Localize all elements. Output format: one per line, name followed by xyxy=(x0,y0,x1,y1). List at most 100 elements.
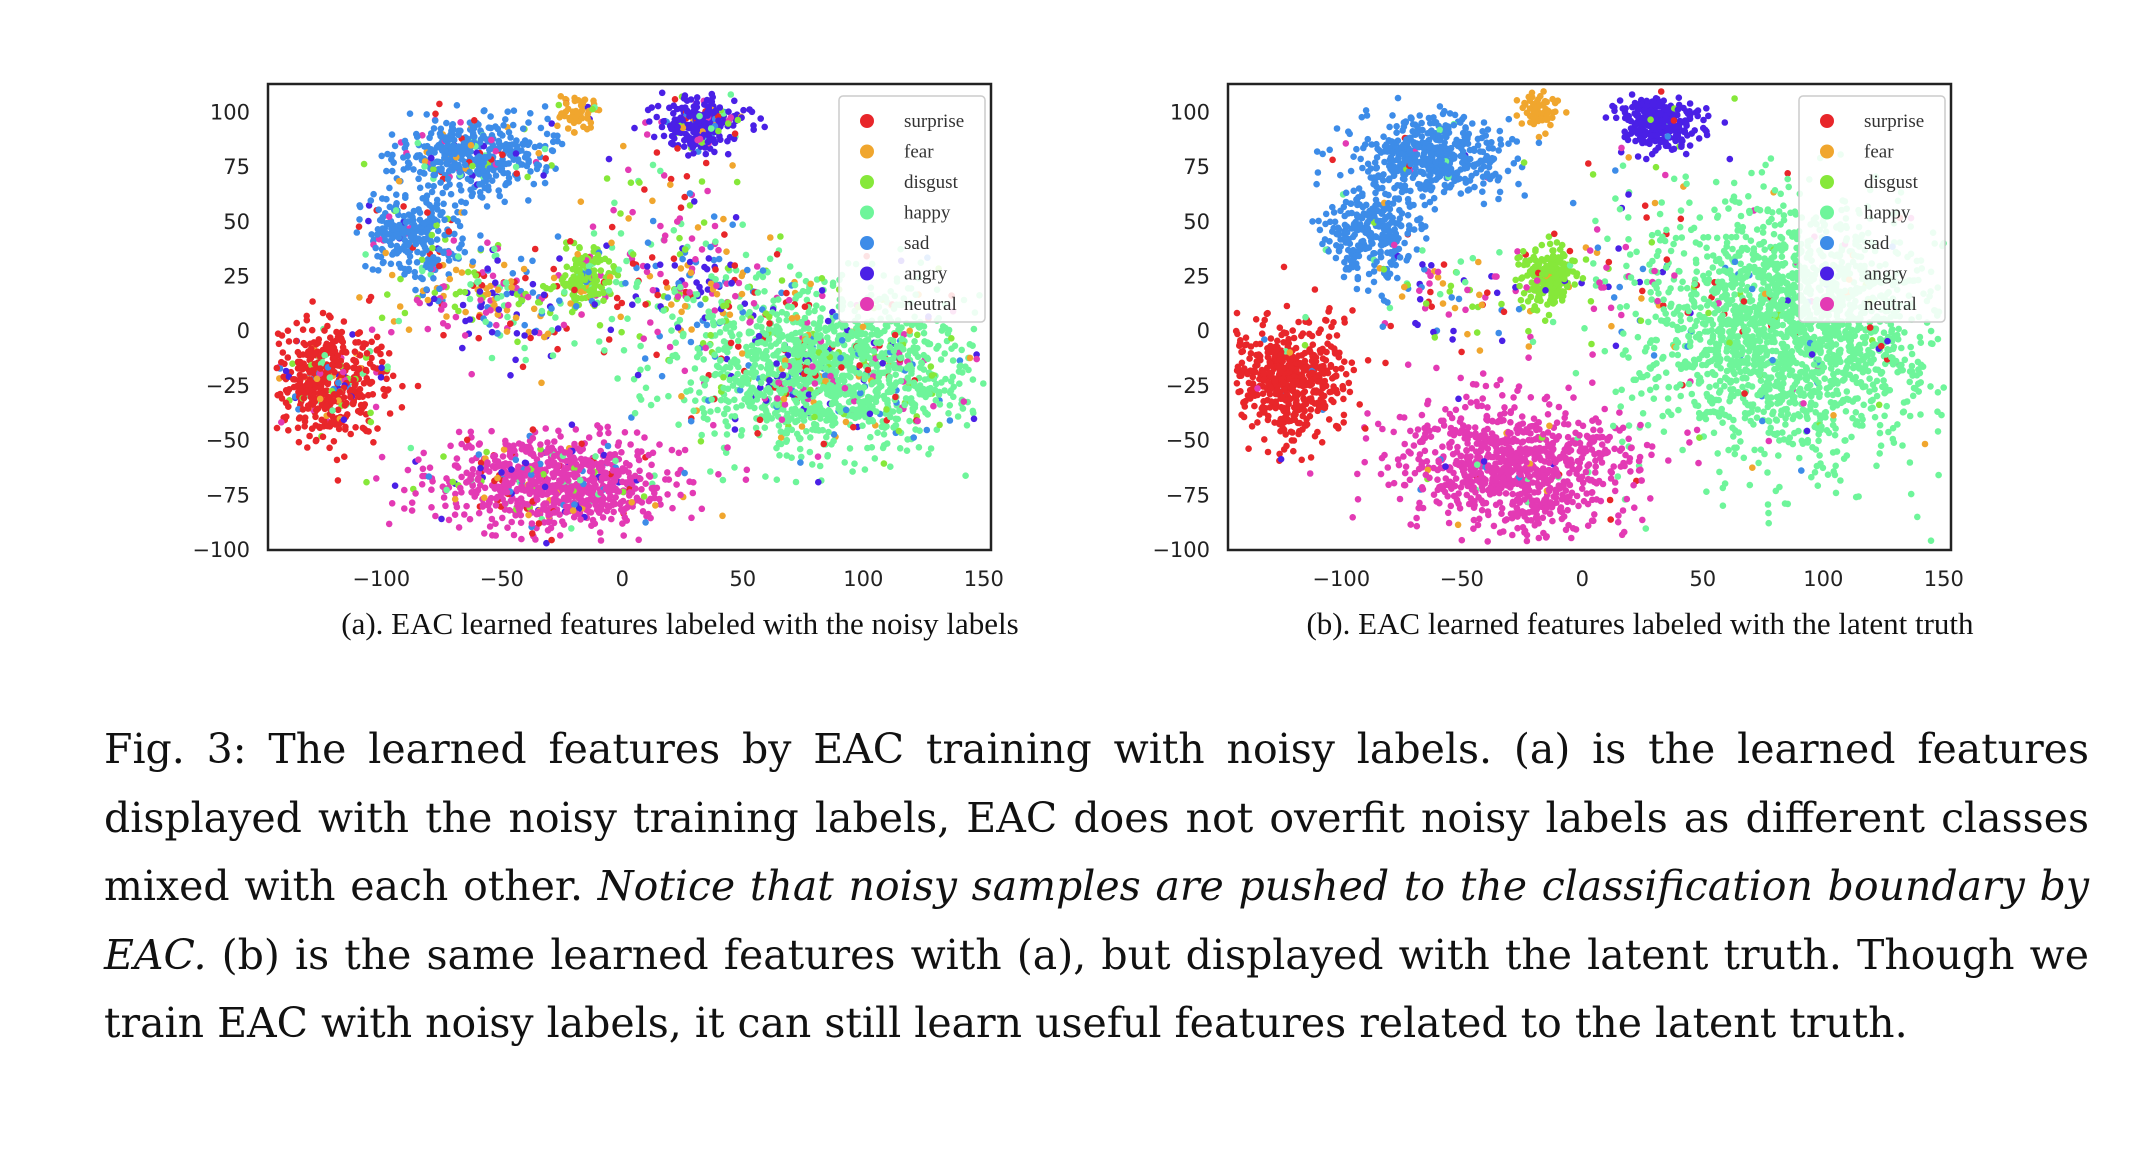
point-surprise xyxy=(347,393,354,401)
point-fear xyxy=(443,313,450,320)
point-happy xyxy=(691,365,699,372)
point-fear xyxy=(720,215,727,223)
point-neutral xyxy=(559,518,566,525)
point-neutral xyxy=(571,470,578,477)
point-sad xyxy=(1401,239,1408,247)
point-neutral xyxy=(585,434,593,441)
point-surprise xyxy=(312,349,319,357)
point-sad xyxy=(456,181,463,189)
point-happy xyxy=(488,354,496,362)
point-surprise xyxy=(309,298,316,305)
point-happy xyxy=(612,278,620,286)
point-happy xyxy=(897,354,904,362)
point-disgust xyxy=(605,258,613,265)
point-sad xyxy=(380,233,388,241)
point-fear xyxy=(625,215,632,222)
point-disgust xyxy=(577,288,585,296)
point-sad xyxy=(393,200,400,207)
point-happy xyxy=(707,331,714,339)
point-sad xyxy=(410,224,418,231)
point-angry xyxy=(671,262,679,269)
point-angry xyxy=(704,112,711,119)
point-neutral xyxy=(503,488,511,496)
point-neutral xyxy=(529,434,537,442)
point-happy xyxy=(859,323,867,331)
point-happy xyxy=(522,356,529,364)
point-surprise xyxy=(308,425,316,433)
point-happy xyxy=(710,321,718,329)
point-happy xyxy=(617,230,625,237)
point-sad xyxy=(461,248,469,256)
point-sad xyxy=(388,271,396,279)
point-neutral xyxy=(486,523,494,530)
point-happy xyxy=(962,472,969,480)
point-happy xyxy=(896,445,904,452)
point-fear xyxy=(390,318,398,325)
point-sad xyxy=(644,239,652,246)
point-happy xyxy=(693,353,701,361)
point-sad xyxy=(477,232,484,239)
point-surprise xyxy=(618,299,626,307)
point-sad xyxy=(427,265,434,273)
point-fear xyxy=(694,224,702,231)
point-happy xyxy=(948,335,955,342)
point-surprise xyxy=(654,291,661,299)
point-sad xyxy=(433,236,441,243)
point-neutral xyxy=(534,508,542,516)
point-angry xyxy=(681,92,689,99)
point-neutral xyxy=(468,444,475,451)
point-happy xyxy=(822,365,829,372)
point-sad xyxy=(455,253,462,260)
point-neutral xyxy=(556,532,564,539)
point-neutral xyxy=(419,465,427,473)
point-happy xyxy=(1771,222,1779,229)
point-neutral xyxy=(363,478,370,486)
point-neutral xyxy=(373,475,380,482)
point-surprise xyxy=(339,344,347,351)
point-happy xyxy=(797,435,804,442)
point-neutral xyxy=(742,476,750,484)
point-happy xyxy=(817,332,824,339)
point-happy xyxy=(816,462,824,470)
point-neutral xyxy=(401,486,408,494)
point-neutral xyxy=(609,486,616,494)
point-angry xyxy=(690,150,697,157)
point-neutral xyxy=(476,440,484,447)
point-surprise xyxy=(296,371,304,379)
point-surprise xyxy=(340,416,348,424)
point-surprise xyxy=(310,339,318,346)
point-surprise xyxy=(322,342,330,350)
point-fear xyxy=(649,197,656,205)
y-tick-label: 0 xyxy=(237,319,250,343)
point-surprise xyxy=(285,403,292,411)
point-happy xyxy=(733,404,740,411)
point-sad xyxy=(710,213,718,220)
legend-marker-disgust xyxy=(860,175,874,189)
point-sad xyxy=(441,216,448,224)
point-happy xyxy=(827,372,834,380)
point-neutral xyxy=(583,497,591,504)
point-sad xyxy=(537,124,545,132)
point-surprise xyxy=(356,385,364,393)
point-surprise xyxy=(278,395,286,402)
point-surprise xyxy=(519,363,527,371)
point-sad xyxy=(469,124,477,131)
point-neutral xyxy=(642,480,649,488)
point-happy xyxy=(735,379,743,387)
point-surprise xyxy=(344,363,351,371)
point-neutral xyxy=(426,464,434,472)
point-angry xyxy=(702,150,710,158)
point-happy xyxy=(874,429,881,437)
point-happy xyxy=(819,408,827,415)
point-disgust xyxy=(597,256,605,264)
point-sad xyxy=(664,294,672,301)
point-fear xyxy=(544,330,552,338)
point-happy xyxy=(711,351,718,359)
point-happy xyxy=(861,375,868,383)
point-disgust xyxy=(464,268,472,276)
point-happy xyxy=(887,463,894,471)
point-neutral xyxy=(574,445,582,453)
point-surprise xyxy=(702,159,710,167)
point-neutral xyxy=(664,491,671,498)
